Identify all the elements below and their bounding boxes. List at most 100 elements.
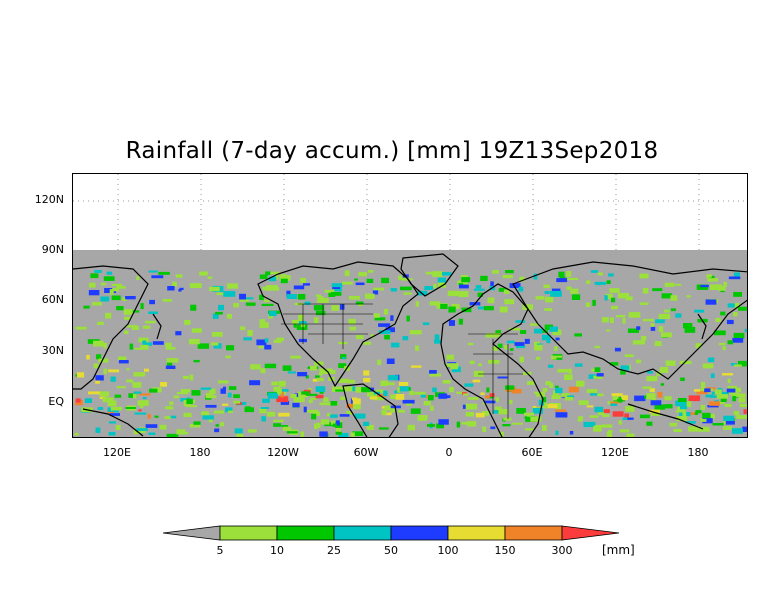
rainfall-cell [650,326,656,331]
rainfall-cell [164,416,171,419]
rainfall-cell [686,421,696,424]
rainfall-cell [739,403,747,408]
rainfall-cell [650,323,655,327]
rainfall-cell [278,412,290,417]
rainfall-cell [213,410,225,414]
rainfall-cell [381,277,389,284]
rainfall-cell [432,271,443,277]
rainfall-cell [647,371,653,374]
rainfall-cell [544,291,550,294]
rainfall-cell [649,409,660,414]
rainfall-cell [214,428,220,433]
rainfall-cell [569,431,574,435]
rainfall-cell [442,380,451,384]
rainfall-cell [88,290,100,296]
rainfall-cell [406,315,410,322]
rainfall-cell [390,288,397,292]
rainfall-cell [710,395,718,398]
rainfall-cell [118,360,129,364]
rainfall-cell [378,427,389,430]
rainfall-cell [265,271,271,276]
rainfall-cell [398,275,408,280]
rainfall-cell [743,409,747,414]
rainfall-cell [481,411,489,416]
rainfall-cell [736,415,747,419]
rainfall-cell [727,378,731,384]
rainfall-cell [621,395,628,401]
rainfall-cell [664,282,675,287]
rainfall-map [72,173,748,438]
rainfall-cell [567,395,575,398]
rainfall-cell [117,356,127,361]
rainfall-cell [511,388,522,394]
rainfall-cell [590,270,598,273]
rainfall-cell [402,399,415,404]
rainfall-cell [250,364,261,370]
rainfall-cell [354,413,366,419]
rainfall-cell [632,340,645,345]
rainfall-cell [178,289,182,292]
rainfall-cell [427,424,435,427]
rainfall-cell [715,317,721,322]
x-tick-label: 0 [445,446,453,459]
rainfall-cell [677,398,687,402]
rainfall-cell [245,302,256,306]
rainfall-cell [687,412,697,415]
rainfall-cell [551,395,561,400]
rainfall-cell [130,310,140,313]
rainfall-cell [700,284,709,288]
rainfall-cell [190,304,197,311]
rainfall-cell [608,430,613,434]
rainfall-cell [727,303,740,308]
rainfall-cell [472,379,481,383]
rainfall-cell [324,289,335,293]
rainfall-cell [273,339,282,343]
rainfall-cell [312,378,319,382]
rainfall-cell [478,363,482,367]
rainfall-cell [158,271,170,275]
rainfall-cell [586,405,594,408]
rainfall-cell [698,427,710,432]
rainfall-cell [128,393,137,398]
rainfall-cell [746,389,747,393]
rainfall-cell [664,309,670,313]
rainfall-cell [555,412,568,418]
rainfall-cell [363,370,370,376]
rainfall-cell [432,387,437,393]
rainfall-cell [542,334,551,341]
rainfall-cell [346,411,353,415]
rainfall-cell [624,413,629,418]
x-tick-label: 60W [353,446,379,459]
rainfall-cell [566,271,572,277]
rainfall-cell [358,302,364,306]
rainfall-cell [725,421,735,425]
rainfall-cell [300,431,304,437]
rainfall-cell [505,270,514,274]
rainfall-cell [694,412,698,415]
rainfall-cell [511,422,524,425]
rainfall-cell [422,322,430,326]
rainfall-cell [550,290,562,297]
rainfall-cell [226,313,232,319]
rainfall-cell [639,273,649,279]
rainfall-cell [138,409,142,412]
rainfall-cell [458,318,463,325]
rainfall-cell [166,433,179,437]
rainfall-cell [463,393,468,396]
rainfall-cell [440,303,448,309]
rainfall-cell [218,380,229,384]
rainfall-cell [75,398,81,403]
rainfall-cell [651,398,656,402]
rainfall-cell [300,277,306,284]
legend-unit: [mm] [602,543,635,557]
rainfall-cell [211,342,219,346]
rainfall-cell [373,313,380,318]
rainfall-cell [709,388,714,391]
rainfall-cell [100,296,110,302]
rainfall-cell [498,408,508,415]
rainfall-cell [398,382,409,386]
rainfall-cell [433,283,437,289]
rainfall-cell [189,283,202,288]
rainfall-cell [350,432,355,437]
